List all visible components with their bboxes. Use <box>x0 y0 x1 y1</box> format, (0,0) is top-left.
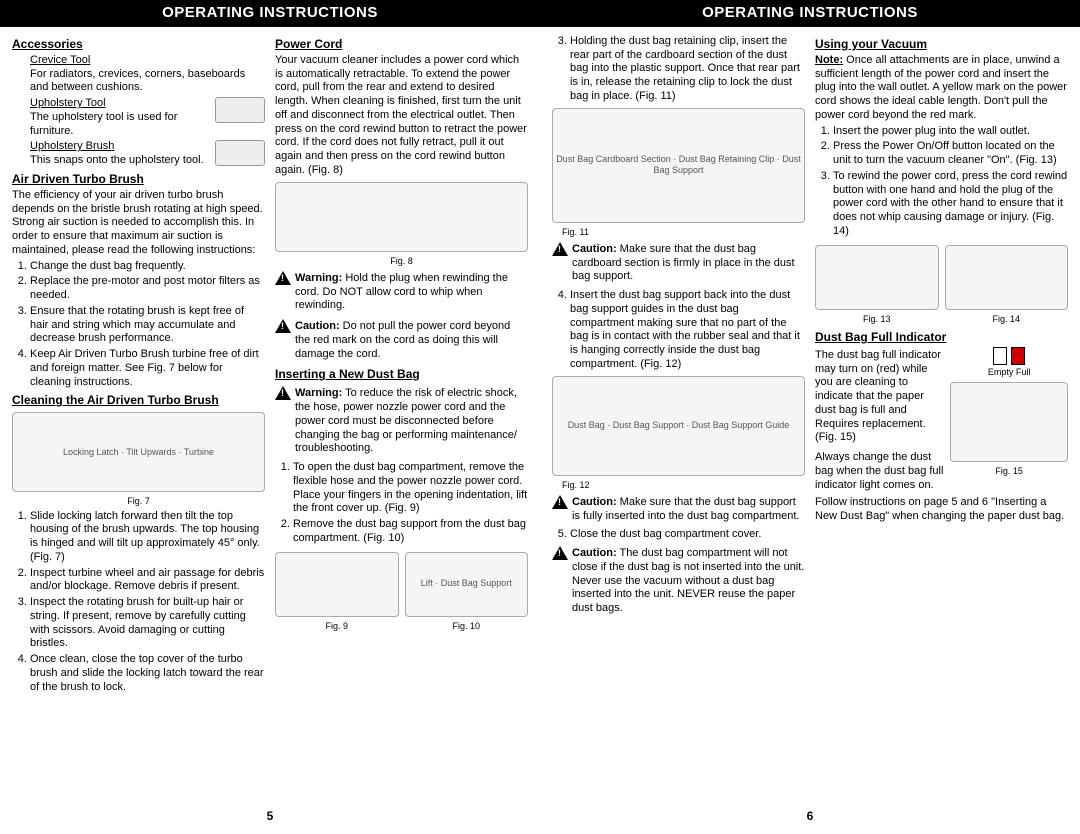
list-item: Remove the dust bag support from the dus… <box>293 518 528 546</box>
indicator-body3: Follow instructions on page 5 and 6 "Ins… <box>815 496 1068 524</box>
cont-steps: Close the dust bag compartment cover. <box>552 528 805 542</box>
figure-10: Lift · Dust Bag Support <box>405 552 529 617</box>
cont-steps: Insert the dust bag support back into th… <box>552 289 805 372</box>
list-item: Once clean, close the top cover of the t… <box>30 653 265 694</box>
caution-row: Caution: Make sure that the dust bag car… <box>552 241 805 286</box>
cont-steps: Holding the dust bag retaining clip, ins… <box>552 35 805 104</box>
figure-7: Locking Latch · Tilt Upwards · Turbine <box>12 412 265 492</box>
list-item: Insert the dust bag support back into th… <box>570 289 805 372</box>
fig8-label: Fig. 8 <box>275 256 528 267</box>
caution-row: Caution: The dust bag compartment will n… <box>552 545 805 618</box>
page5-col-right: Power Cord Your vacuum cleaner includes … <box>275 33 528 805</box>
turbo-intro: The efficiency of your air driven turbo … <box>12 189 265 258</box>
list-item: Inspect turbine wheel and air passage fo… <box>30 567 265 595</box>
power-body: Your vacuum cleaner includes a power cor… <box>275 54 528 178</box>
turbo-steps: Change the dust bag frequently. Replace … <box>12 260 265 390</box>
indicator-title: Dust Bag Full Indicator <box>815 330 1068 345</box>
page-number: 6 <box>552 805 1068 826</box>
list-item: Replace the pre-motor and post motor fil… <box>30 275 265 303</box>
power-title: Power Cord <box>275 37 528 52</box>
list-item: Slide locking latch forward then tilt th… <box>30 510 265 565</box>
list-item: Inspect the rotating brush for built-up … <box>30 596 265 651</box>
warning-icon <box>552 546 568 560</box>
page6-col-right: Using your Vacuum Note: Once all attachm… <box>815 33 1068 805</box>
figure-9 <box>275 552 399 617</box>
swatch-labels: Empty Full <box>950 367 1068 378</box>
using-title: Using your Vacuum <box>815 37 1068 52</box>
page-header: OPERATING INSTRUCTIONS <box>0 0 540 27</box>
figure-14 <box>945 245 1069 310</box>
page6-col-left: Holding the dust bag retaining clip, ins… <box>552 33 805 805</box>
insert-title: Inserting a New Dust Bag <box>275 367 528 382</box>
indicator-swatches <box>950 347 1068 365</box>
warning-icon <box>275 319 291 333</box>
warning-icon <box>552 495 568 509</box>
figure-12: Dust Bag · Dust Bag Support · Dust Bag S… <box>552 376 805 476</box>
figure-13 <box>815 245 939 310</box>
turbo-title: Air Driven Turbo Brush <box>12 172 265 187</box>
fig9-label: Fig. 9 <box>275 621 399 632</box>
fig11-label: Fig. 11 <box>552 227 805 238</box>
accessories-title: Accessories <box>12 37 265 52</box>
cleaning-title: Cleaning the Air Driven Turbo Brush <box>12 393 265 408</box>
indicator-body2: Always change the dust bag when the dust… <box>815 451 944 492</box>
page5-col-left: Accessories Crevice ToolFor radiators, c… <box>12 33 265 805</box>
accessories-list: Crevice ToolFor radiators, crevices, cor… <box>12 54 265 168</box>
list-item: Keep Air Driven Turbo Brush turbine free… <box>30 348 265 389</box>
warning-icon <box>275 386 291 400</box>
caution-row: Caution: Do not pull the power cord beyo… <box>275 318 528 363</box>
list-item: To rewind the power cord, press the cord… <box>833 170 1068 239</box>
indicator-row: The dust bag full indicator may turn on … <box>815 347 1068 495</box>
page6-columns: Holding the dust bag retaining clip, ins… <box>552 33 1068 805</box>
fig-9-10-row: Fig. 9 Lift · Dust Bag Support Fig. 10 <box>275 548 528 633</box>
indicator-body1: The dust bag full indicator may turn on … <box>815 349 944 445</box>
fig14-label: Fig. 14 <box>945 314 1069 325</box>
using-steps: Insert the power plug into the wall outl… <box>815 125 1068 239</box>
fig7-label: Fig. 7 <box>12 496 265 507</box>
figure-15 <box>950 382 1068 462</box>
upholstery-brush-icon <box>215 140 265 166</box>
warning-row: Warning: To reduce the risk of electric … <box>275 385 528 458</box>
fig13-label: Fig. 13 <box>815 314 939 325</box>
list-item: To open the dust bag compartment, remove… <box>293 461 528 516</box>
list-item: Ensure that the rotating brush is kept f… <box>30 305 265 346</box>
full-swatch <box>1011 347 1025 365</box>
page5-columns: Accessories Crevice ToolFor radiators, c… <box>12 33 528 805</box>
warning-icon <box>552 242 568 256</box>
upholstery-tool-icon <box>215 97 265 123</box>
list-item: Insert the power plug into the wall outl… <box>833 125 1068 139</box>
using-note: Note: Once all attachments are in place,… <box>815 54 1068 123</box>
list-item: Holding the dust bag retaining clip, ins… <box>570 35 805 104</box>
fig12-label: Fig. 12 <box>552 480 805 491</box>
list-item: Change the dust bag frequently. <box>30 260 265 274</box>
list-item: Close the dust bag compartment cover. <box>570 528 805 542</box>
warning-row: Warning: Hold the plug when rewinding th… <box>275 270 528 315</box>
page-number: 5 <box>12 805 528 826</box>
accessory-item: Upholstery ToolThe upholstery tool is us… <box>30 97 265 138</box>
cleaning-steps: Slide locking latch forward then tilt th… <box>12 510 265 695</box>
figure-11: Dust Bag Cardboard Section · Dust Bag Re… <box>552 108 805 223</box>
empty-swatch <box>993 347 1007 365</box>
accessory-item: Upholstery BrushThis snaps onto the upho… <box>30 140 265 168</box>
page-header: OPERATING INSTRUCTIONS <box>540 0 1080 27</box>
fig10-label: Fig. 10 <box>405 621 529 632</box>
warning-icon <box>275 271 291 285</box>
accessory-item: Crevice ToolFor radiators, crevices, cor… <box>30 54 265 95</box>
figure-8 <box>275 182 528 252</box>
page-5: OPERATING INSTRUCTIONS Accessories Crevi… <box>0 0 540 834</box>
fig15-label: Fig. 15 <box>950 466 1068 477</box>
list-item: Press the Power On/Off button located on… <box>833 140 1068 168</box>
insert-steps: To open the dust bag compartment, remove… <box>275 461 528 546</box>
page-6: OPERATING INSTRUCTIONS Holding the dust … <box>540 0 1080 834</box>
caution-row: Caution: Make sure that the dust bag sup… <box>552 494 805 526</box>
fig-13-14-row: Fig. 13 Fig. 14 <box>815 241 1068 326</box>
